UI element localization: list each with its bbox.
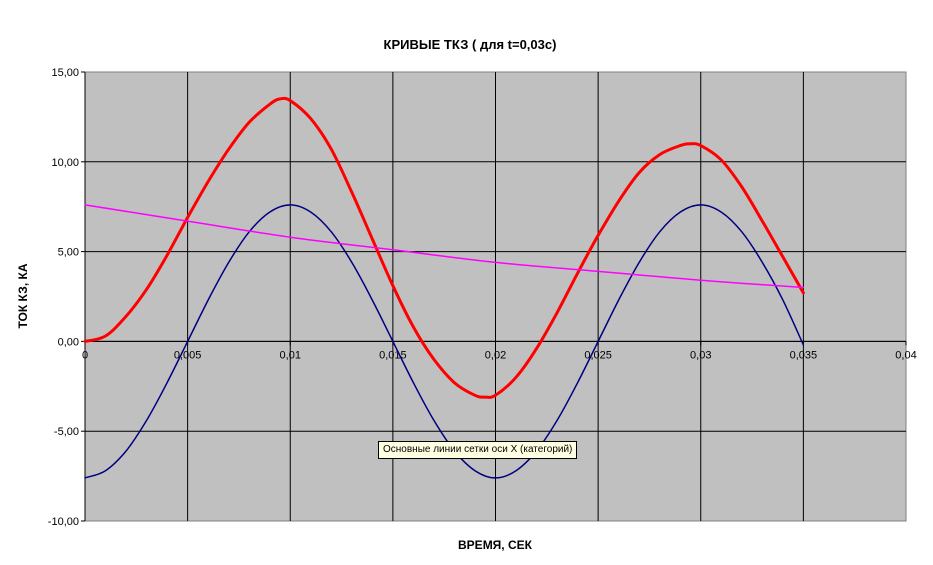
x-tick-label: 0,015 [379, 349, 407, 361]
y-tick-label: -5,00 [54, 426, 79, 438]
y-tick-label: 10,00 [51, 157, 79, 169]
y-tick-label: -10,00 [48, 516, 79, 528]
x-tick-label: 0,025 [584, 349, 612, 361]
chart-title: КРИВЫЕ ТКЗ ( для t=0,03с) [384, 37, 557, 52]
y-axis-label: ТОК КЗ, КА [16, 263, 30, 328]
x-tick-label: 0,04 [895, 349, 916, 361]
x-tick-label: 0,035 [790, 349, 818, 361]
series-red-line[interactable] [83, 96, 805, 399]
gridline-tooltip: Основные линии сетки оси X (категорий) [378, 441, 578, 459]
series-magenta-line[interactable] [84, 204, 805, 289]
x-tick-label: 0,03 [690, 349, 711, 361]
tick-labels: 0 0,005 0,01 0,015 0,02 0,025 0,03 0,035 0,04 15,… [48, 67, 917, 528]
y-tick-label: 0,00 [58, 336, 79, 348]
y-tick-label: 15,00 [51, 67, 79, 79]
series-lines [83, 96, 805, 479]
x-axis-label: ВРЕМЯ, СЕК [458, 538, 533, 552]
x-tick-label: 0,01 [280, 349, 301, 361]
series-blue-line[interactable] [84, 204, 805, 479]
x-tick-label: 0,02 [485, 349, 506, 361]
y-tick-label: 5,00 [58, 247, 79, 259]
x-tick-label: 0 [82, 349, 88, 361]
x-tick-label: 0,005 [174, 349, 202, 361]
